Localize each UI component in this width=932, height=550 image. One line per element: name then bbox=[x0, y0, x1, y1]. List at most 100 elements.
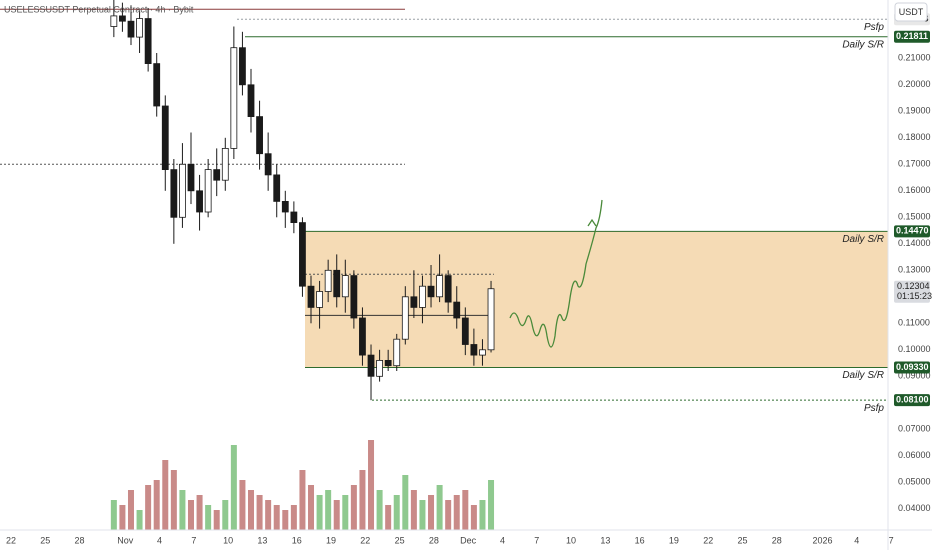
y-tick-label: 0.07000 bbox=[898, 424, 931, 434]
y-tick-label: 0.13000 bbox=[898, 265, 931, 275]
level-flag bbox=[894, 30, 930, 43]
volume-bar bbox=[462, 490, 469, 530]
volume-bar bbox=[316, 495, 323, 530]
volume-bar bbox=[445, 500, 452, 530]
candle-body bbox=[324, 269, 332, 292]
y-tick-label: 0.15000 bbox=[898, 212, 931, 222]
candle-body bbox=[316, 291, 323, 308]
volume-bar bbox=[170, 470, 177, 530]
volume-bar bbox=[453, 495, 460, 530]
y-tick-label: 0.18000 bbox=[898, 132, 931, 142]
candle-body bbox=[333, 269, 341, 298]
volume-bar bbox=[350, 485, 357, 530]
volume-bar bbox=[136, 510, 143, 530]
x-tick-label: 4 bbox=[157, 535, 162, 545]
volume-bar bbox=[145, 485, 152, 530]
x-tick-label: 7 bbox=[534, 535, 539, 545]
x-tick-label: 10 bbox=[223, 535, 233, 545]
volume-bar bbox=[325, 490, 332, 530]
x-tick-label: 28 bbox=[75, 535, 85, 545]
volume-bar bbox=[342, 495, 349, 530]
volume-bar bbox=[290, 505, 297, 530]
volume-bar bbox=[162, 460, 169, 530]
currency-button[interactable] bbox=[894, 2, 928, 22]
level-annotation: Psfp bbox=[864, 22, 884, 33]
x-tick-label: 16 bbox=[635, 535, 645, 545]
level-annotation: Daily S/R bbox=[842, 370, 884, 381]
x-tick-label: 13 bbox=[600, 535, 610, 545]
y-tick-label: 0.20000 bbox=[898, 79, 931, 89]
candle-body bbox=[470, 344, 478, 356]
plot-area: Psfp Daily S/R Daily S/R Daily S/R Psfp bbox=[0, 0, 888, 530]
volume-bar bbox=[248, 490, 255, 530]
candle-body bbox=[410, 296, 418, 308]
candle-body bbox=[144, 18, 152, 64]
x-tick-label: 28 bbox=[772, 535, 782, 545]
level-flag bbox=[894, 394, 930, 407]
candle-body bbox=[281, 200, 289, 213]
x-tick-label: 7 bbox=[191, 535, 196, 545]
x-tick-label: 25 bbox=[395, 535, 405, 545]
candle-body bbox=[187, 163, 195, 192]
x-tick-label: 4 bbox=[854, 535, 859, 545]
candle-body bbox=[213, 169, 221, 181]
chart-title: USELESSUSDT Perpetual Contract · 4h · By… bbox=[4, 4, 194, 14]
level-flag-label: 0.14470 bbox=[896, 226, 929, 236]
candle-body bbox=[444, 275, 452, 303]
candle-body bbox=[487, 288, 495, 351]
axis-layer: 22 25 28 Nov 4 7 10 13 16 19 22 25 28 Dec 4 7 10 13 16 19 22… bbox=[6, 13, 932, 545]
candle-body bbox=[221, 147, 229, 181]
current-price-label: 0.12304 bbox=[897, 281, 930, 291]
projection-path bbox=[509, 199, 603, 348]
y-tick-label: 0.09000 bbox=[898, 371, 931, 381]
candle-body bbox=[136, 18, 143, 38]
volume-bar bbox=[359, 470, 366, 530]
projection-arrow bbox=[587, 218, 597, 227]
volume-bar bbox=[187, 500, 194, 530]
x-tick-label: 2026 bbox=[812, 535, 832, 545]
x-tick-label: 22 bbox=[6, 535, 16, 545]
level-flag bbox=[894, 361, 930, 374]
range-box bbox=[305, 231, 888, 368]
candle-body bbox=[161, 105, 169, 170]
candle-body bbox=[170, 169, 178, 218]
x-tick-label: 22 bbox=[703, 535, 713, 545]
volume-bar bbox=[488, 480, 495, 530]
y-tick-label: 0.14000 bbox=[898, 238, 931, 248]
candle-body bbox=[393, 338, 401, 367]
candle-body bbox=[179, 163, 186, 218]
countdown-label: 01:15:23 bbox=[897, 291, 932, 301]
candle-body bbox=[419, 285, 426, 308]
volume-bar bbox=[410, 490, 417, 530]
currency-label[interactable]: USDT bbox=[899, 7, 924, 17]
candle-body bbox=[299, 222, 306, 287]
candle-body bbox=[127, 20, 135, 38]
volume-bar bbox=[273, 505, 280, 530]
x-tick-label: Dec bbox=[460, 535, 477, 545]
candle-body bbox=[307, 285, 315, 308]
x-tick-label: 28 bbox=[429, 535, 439, 545]
volume-bar bbox=[205, 505, 212, 530]
level-annotation: Psfp bbox=[864, 403, 884, 414]
volume-bar bbox=[393, 495, 400, 530]
x-tick-label: 13 bbox=[257, 535, 267, 545]
volume-bar bbox=[179, 490, 186, 530]
candle-body bbox=[341, 275, 349, 298]
candle-body bbox=[196, 190, 203, 213]
candle-body bbox=[153, 63, 161, 107]
candle-body bbox=[359, 317, 366, 356]
x-tick-label: Nov bbox=[117, 535, 134, 545]
level-annotation: Daily S/R bbox=[842, 234, 884, 245]
volume-bar bbox=[299, 470, 306, 530]
x-tick-label: 7 bbox=[889, 535, 894, 545]
candle-body bbox=[119, 15, 126, 22]
volume-bar bbox=[308, 485, 315, 530]
volume-bar bbox=[256, 495, 263, 530]
level-flag-label: 0.08100 bbox=[896, 395, 929, 405]
volume-bar bbox=[119, 505, 126, 530]
candle-body bbox=[264, 153, 272, 176]
volume-bar bbox=[230, 445, 237, 530]
candle-body bbox=[384, 359, 392, 367]
x-tick-label: 4 bbox=[500, 535, 505, 545]
level-flag-label: 0.09330 bbox=[896, 362, 929, 372]
